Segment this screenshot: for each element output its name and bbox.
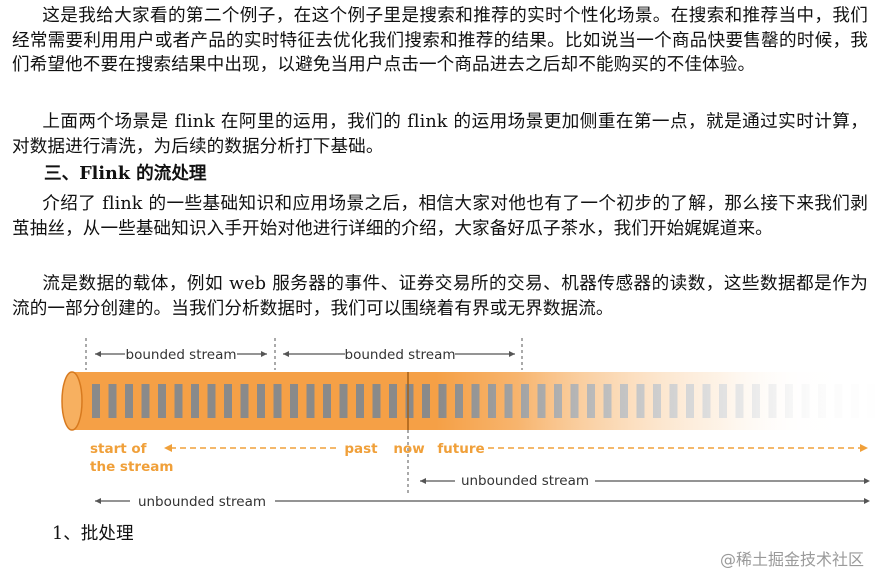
- unbounded-stream-bottom-label: unbounded stream: [138, 494, 266, 510]
- future-label: future: [437, 441, 484, 457]
- paragraph-1-text: 这是我给大家看的第二个例子，在这个例子里是搜索和推荐的实时个性化场景。在搜索和推…: [12, 6, 868, 76]
- start-label-line2: the stream: [90, 459, 173, 475]
- now-label: now: [393, 441, 424, 457]
- unbounded-stream-bottom-arrow: [95, 498, 870, 504]
- paragraph-search-recommend: 这是我给大家看的第二个例子，在这个例子里是搜索和推荐的实时个性化场景。在搜索和推…: [12, 4, 868, 78]
- paragraph-intro: 介绍了 flink 的一些基础知识和应用场景之后，相信大家对他也有了一个初步的了…: [12, 192, 868, 241]
- past-arrow: [164, 444, 338, 452]
- unbounded-stream-right-label: unbounded stream: [461, 473, 589, 489]
- bounded-stream-2-label: bounded stream: [345, 347, 456, 363]
- paragraph-flink-usage: 上面两个场景是 flink 在阿里的运用，我们的 flink 的运用场景更加侧重…: [12, 110, 868, 159]
- paragraph-4-text: 流是数据的载体，例如 web 服务器的事件、证券交易所的交易、机器传感器的读数，…: [12, 274, 868, 319]
- stream-diagram: bounded stream bounded stream start of t…: [61, 338, 882, 510]
- future-arrow: [488, 444, 868, 452]
- watermark: @稀土掘金技术社区: [719, 550, 864, 569]
- bounded-stream-1-label: bounded stream: [126, 347, 237, 363]
- bounded-stream-2-arrow: [283, 351, 515, 357]
- subheading-batch: 1、批处理: [52, 524, 134, 544]
- unbounded-stream-right-arrow: [420, 478, 870, 484]
- bounded-stream-1-arrow: [95, 351, 267, 357]
- paragraph-3-text: 介绍了 flink 的一些基础知识和应用场景之后，相信大家对他也有了一个初步的了…: [12, 194, 868, 239]
- past-label: past: [344, 441, 378, 457]
- section-heading: 三、Flink 的流处理: [44, 163, 207, 184]
- paragraph-stream-definition: 流是数据的载体，例如 web 服务器的事件、证券交易所的交易、机器传感器的读数，…: [12, 272, 868, 321]
- start-label-line1: start of: [90, 441, 147, 457]
- paragraph-2-text: 上面两个场景是 flink 在阿里的运用，我们的 flink 的运用场景更加侧重…: [12, 112, 868, 157]
- stream-tube: [61, 371, 882, 431]
